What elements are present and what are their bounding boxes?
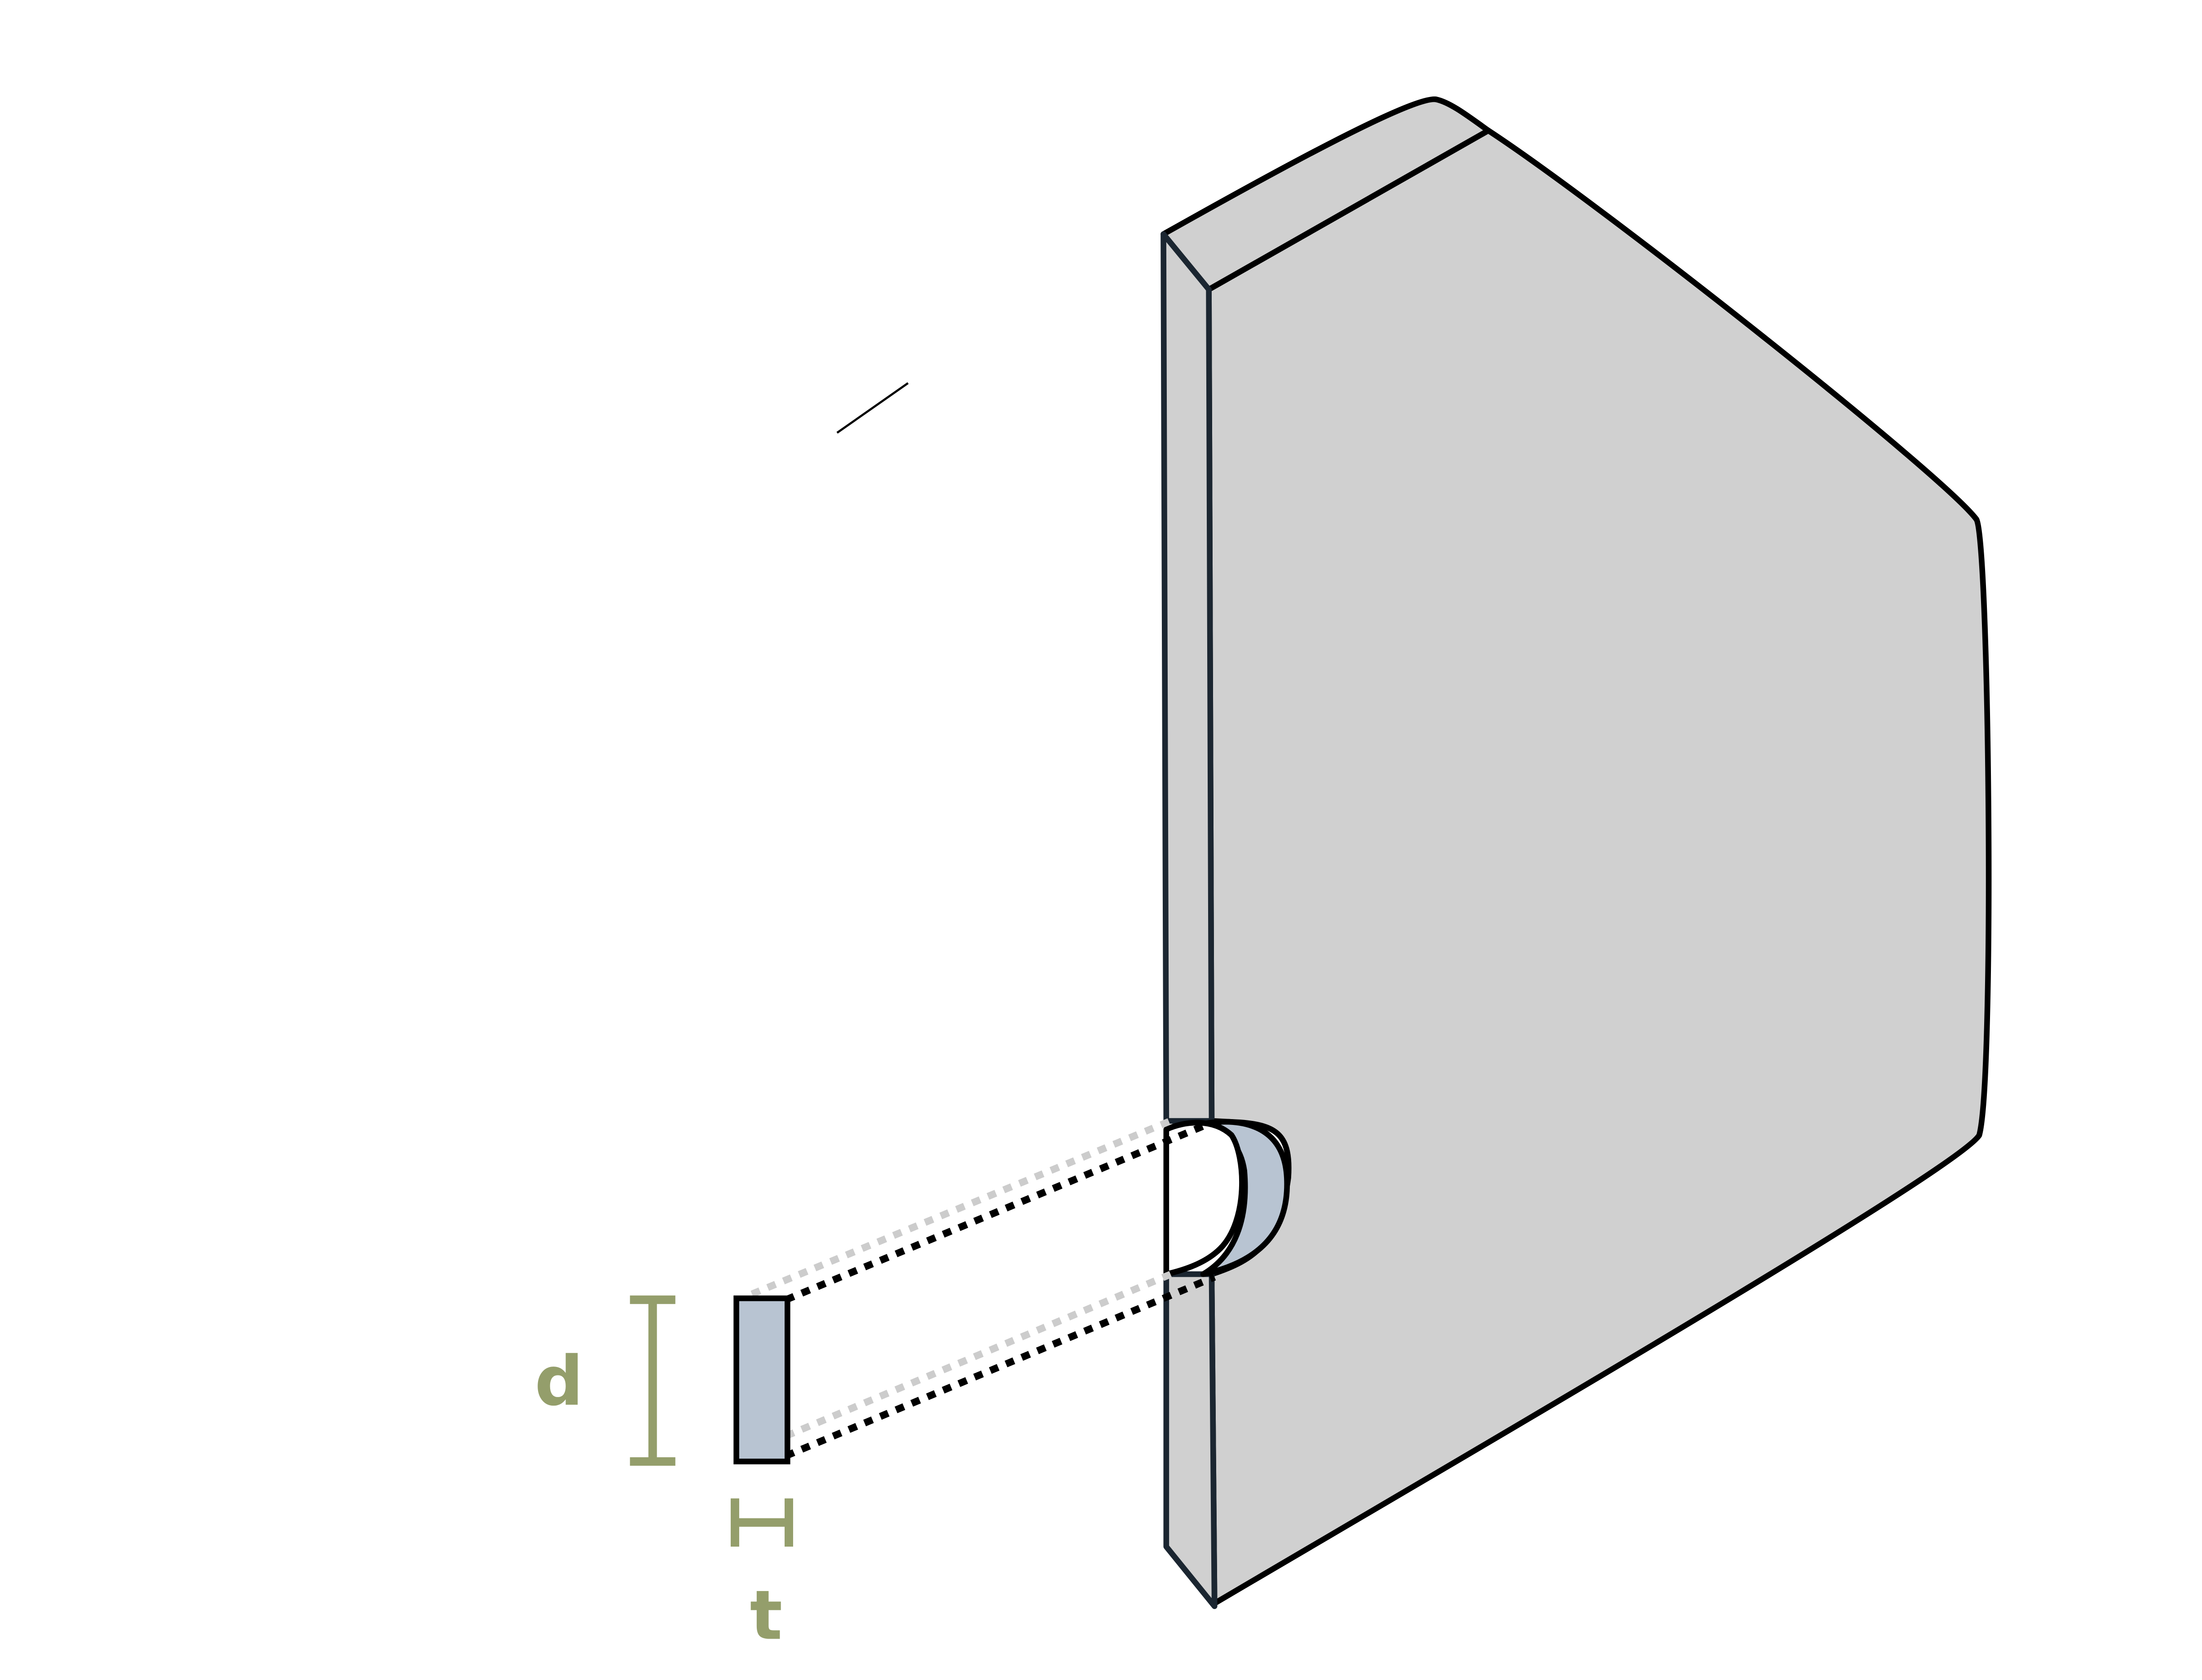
projection-line-bottom-dark bbox=[785, 1274, 1216, 1460]
wall-front-face bbox=[1206, 128, 1992, 1606]
cross-section-rect bbox=[733, 1295, 790, 1464]
thickness-label: t bbox=[750, 1575, 782, 1655]
projection-line-top-light bbox=[750, 1117, 1172, 1297]
wall-side-face-lower bbox=[1163, 1271, 1218, 1609]
stray-stroke bbox=[836, 382, 909, 434]
wall-side-face-upper bbox=[1161, 231, 1215, 1124]
depth-label: d bbox=[534, 1341, 583, 1421]
projection-line-top-dark bbox=[785, 1120, 1210, 1303]
depth-dimension bbox=[630, 1295, 675, 1466]
wall-top-face bbox=[1161, 96, 1492, 292]
projection-line-bottom-light bbox=[785, 1268, 1179, 1439]
cutout-opening bbox=[1163, 1120, 1245, 1277]
thickness-dimension bbox=[730, 1498, 793, 1547]
